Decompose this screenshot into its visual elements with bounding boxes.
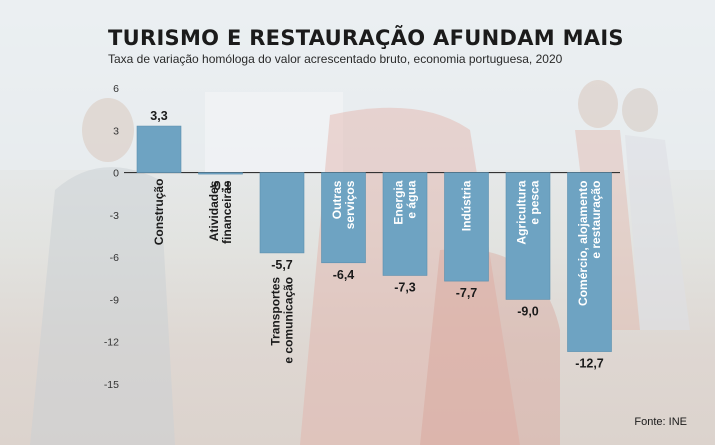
bar bbox=[136, 125, 182, 173]
category-label-line: e comunicação bbox=[282, 277, 296, 364]
category-label: Energia e água bbox=[392, 180, 419, 224]
category-label-line: financeiras bbox=[220, 180, 234, 244]
bar bbox=[444, 172, 489, 282]
value-label: -7,7 bbox=[456, 286, 478, 300]
y-tick-label: 6 bbox=[113, 83, 119, 95]
category-label-line: e pesca bbox=[528, 180, 542, 224]
bar bbox=[259, 172, 305, 254]
category-label-line: Agricultura bbox=[515, 180, 529, 244]
bar bbox=[382, 172, 428, 276]
category-label-line: Indústria bbox=[460, 180, 474, 231]
y-tick-label: -6 bbox=[110, 252, 119, 264]
category-label: Outras serviços bbox=[330, 180, 357, 229]
y-tick-label: 0 bbox=[113, 168, 119, 180]
chart-subtitle: Taxa de variação homóloga do valor acres… bbox=[108, 52, 563, 66]
y-tick-label: -3 bbox=[110, 210, 119, 222]
category-label-line: e água bbox=[405, 180, 419, 218]
category-label: Indústria bbox=[460, 180, 474, 231]
bar bbox=[321, 172, 366, 264]
category-label: Transportes e comunicação bbox=[269, 277, 296, 364]
bars bbox=[136, 125, 612, 352]
category-label-line: Energia bbox=[392, 180, 406, 224]
value-label: -6,4 bbox=[333, 268, 355, 282]
category-label-line: Transportes bbox=[269, 277, 283, 346]
category-label-line: Atividades bbox=[207, 180, 221, 241]
value-label: -12,7 bbox=[575, 357, 604, 371]
y-tick-label: 3 bbox=[113, 125, 119, 137]
category-label-line: Construção bbox=[152, 179, 166, 246]
category-label-line: Outras bbox=[330, 180, 344, 219]
source-note: Fonte: INE bbox=[634, 416, 687, 428]
y-tick-label: -12 bbox=[104, 337, 119, 349]
category-label-line: e restauração bbox=[589, 181, 603, 259]
category-label: Atividades financeiras bbox=[207, 180, 234, 244]
category-label: Agricultura e pesca bbox=[515, 180, 542, 244]
category-label-line: serviços bbox=[343, 180, 357, 229]
value-label: 3,3 bbox=[150, 109, 167, 123]
value-label: -7,3 bbox=[394, 280, 416, 294]
bar bbox=[198, 172, 243, 175]
y-tick-label: -9 bbox=[110, 294, 119, 306]
value-label: -9,0 bbox=[517, 304, 539, 318]
bar bbox=[505, 172, 551, 300]
value-label: -5,7 bbox=[271, 258, 293, 272]
category-label-line: Comércio, alojamento bbox=[576, 181, 590, 306]
category-label: Construção bbox=[152, 179, 166, 246]
y-tick-label: -15 bbox=[104, 379, 119, 391]
category-label: Comércio, alojamento e restauração bbox=[576, 181, 603, 306]
bar bbox=[567, 172, 612, 352]
value-label: -0,1 bbox=[210, 179, 232, 193]
chart-title: TURISMO E RESTAURAÇÃO AFUNDAM MAIS bbox=[108, 26, 624, 50]
